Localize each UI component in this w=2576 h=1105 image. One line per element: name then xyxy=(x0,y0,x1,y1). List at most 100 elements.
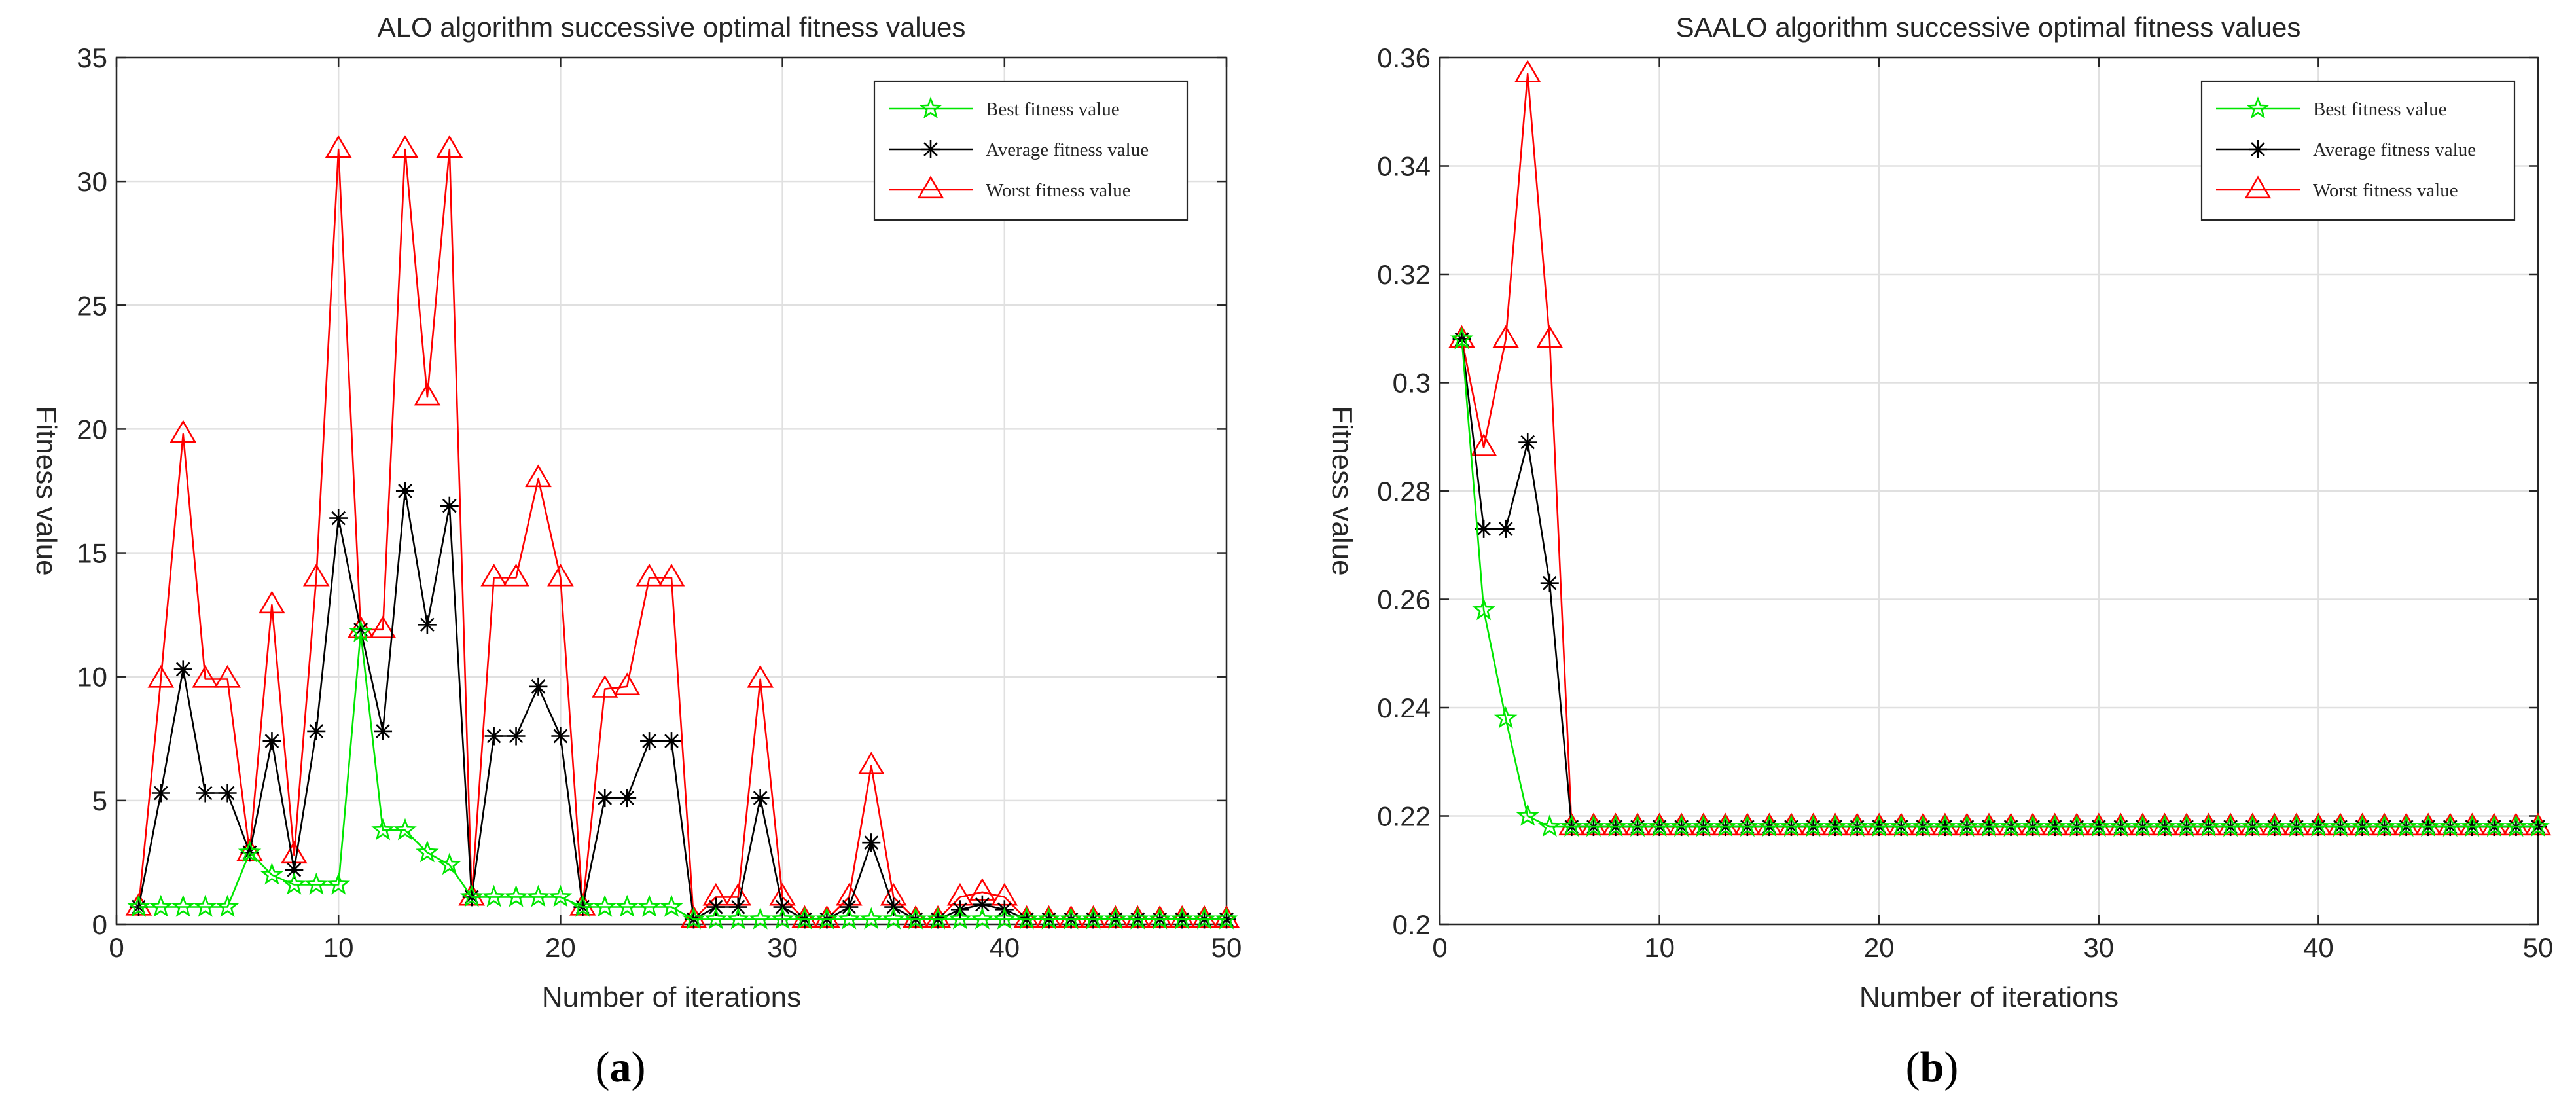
y-tick-label: 5 xyxy=(92,786,107,816)
data-point-best xyxy=(1192,907,1216,930)
x-tick-label: 0 xyxy=(1432,932,1447,963)
data-point-average xyxy=(307,721,326,740)
y-axis-label: Fitness value xyxy=(30,406,62,575)
data-point-best xyxy=(282,872,306,895)
data-point-best xyxy=(815,907,839,930)
x-tick-label: 40 xyxy=(989,932,1020,963)
data-point-best xyxy=(1494,706,1518,729)
data-point-best xyxy=(1933,814,1957,837)
data-point-best xyxy=(371,818,395,841)
data-point-worst xyxy=(170,420,197,443)
data-point-best xyxy=(1713,814,1738,837)
data-point-best xyxy=(1999,814,2023,837)
data-point-worst xyxy=(747,664,774,688)
data-point-best xyxy=(127,894,151,917)
data-point-best xyxy=(2240,814,2264,837)
data-point-best xyxy=(637,894,661,917)
data-point-best xyxy=(660,894,683,917)
data-point-best xyxy=(2350,814,2374,837)
legend-marker-worst xyxy=(917,175,944,199)
panel-caption: (b) xyxy=(1906,1043,1959,1091)
data-point-worst xyxy=(613,672,641,695)
data-point-best xyxy=(2504,814,2528,837)
y-tick-label: 0.3 xyxy=(1393,368,1431,399)
data-point-best xyxy=(171,894,195,917)
data-point-best xyxy=(615,894,639,917)
data-point-worst xyxy=(259,590,285,614)
data-point-average xyxy=(551,727,570,746)
panel-caption: (a) xyxy=(596,1043,646,1091)
y-tick-label: 15 xyxy=(77,538,107,569)
data-point-worst xyxy=(547,563,574,587)
data-point-average xyxy=(151,784,170,803)
data-point-best xyxy=(1867,814,1891,837)
data-point-best xyxy=(2394,814,2418,837)
legend: Best fitness value Average fitness value W… xyxy=(2200,80,2516,221)
data-point-best xyxy=(2153,814,2177,837)
data-point-best xyxy=(504,884,528,907)
data-point-best xyxy=(1647,814,1672,837)
y-tick-label: 0.34 xyxy=(1377,151,1431,182)
data-point-best xyxy=(2329,814,2352,837)
data-point-average xyxy=(728,897,747,916)
data-point-best xyxy=(2043,814,2067,837)
x-tick-label: 0 xyxy=(109,932,124,963)
data-point-average xyxy=(773,897,792,916)
data-point-best xyxy=(1148,907,1172,930)
data-point-best xyxy=(1126,907,1150,930)
data-point-best xyxy=(1691,814,1715,837)
data-point-best xyxy=(770,907,795,930)
data-point-worst xyxy=(391,135,419,158)
data-point-best xyxy=(193,894,217,917)
data-point-average xyxy=(529,677,548,696)
data-point-best xyxy=(2109,814,2133,837)
data-point-best xyxy=(1801,814,1825,837)
x-tick-label: 10 xyxy=(323,932,354,963)
data-point-best xyxy=(1670,814,1693,837)
legend-label-best: Best fitness value xyxy=(2313,99,2447,120)
data-point-best xyxy=(2482,814,2506,837)
y-tick-label: 0.2 xyxy=(1393,909,1431,940)
data-point-best xyxy=(748,907,772,930)
data-point-worst xyxy=(369,615,397,638)
data-point-best xyxy=(2196,814,2221,837)
data-point-best xyxy=(1736,814,1759,837)
data-point-average xyxy=(484,727,503,746)
chart-panel-b: 0 10 20 30 40 50 0.2 0.22 0.24 0.26 0.28 0.3 0.32 0.3… xyxy=(1326,12,2553,1091)
data-point-average xyxy=(507,727,526,746)
data-point-best xyxy=(926,907,950,930)
data-point-worst xyxy=(192,664,219,688)
data-point-best xyxy=(260,862,284,885)
data-point-average xyxy=(218,784,237,803)
series-best xyxy=(127,619,1238,930)
data-point-worst xyxy=(1514,60,1541,82)
data-point-best xyxy=(1560,814,1584,837)
data-point-worst xyxy=(525,464,552,488)
data-point-best xyxy=(2285,814,2308,837)
y-axis-label: Fitness value xyxy=(1326,406,1358,575)
data-point-average xyxy=(662,732,681,751)
chart-title: ALO algorithm successive optimal fitness… xyxy=(378,12,966,43)
data-point-worst xyxy=(1492,325,1519,348)
data-point-best xyxy=(437,852,461,875)
data-point-best xyxy=(416,840,439,863)
data-point-best xyxy=(1170,907,1194,930)
data-point-best xyxy=(1537,814,1562,837)
data-point-best xyxy=(593,894,617,917)
data-point-average xyxy=(262,732,281,751)
data-point-best xyxy=(2065,814,2089,837)
data-point-best xyxy=(1215,907,1238,930)
data-point-best xyxy=(1955,814,1979,837)
x-axis-label: Number of iterations xyxy=(1859,981,2119,1013)
data-point-average xyxy=(840,897,859,916)
data-point-worst xyxy=(503,563,529,587)
chart-panel-a: 0 10 20 30 40 50 0 5 10 15 20 25 30 35 ALO algorithm s… xyxy=(30,12,1242,1091)
legend-marker-worst xyxy=(2244,175,2272,199)
data-point-worst xyxy=(1470,433,1497,456)
data-point-best xyxy=(1103,907,1128,930)
data-point-best xyxy=(349,619,372,642)
data-point-average xyxy=(640,732,659,751)
data-point-worst xyxy=(635,563,663,587)
data-point-average xyxy=(862,833,881,852)
